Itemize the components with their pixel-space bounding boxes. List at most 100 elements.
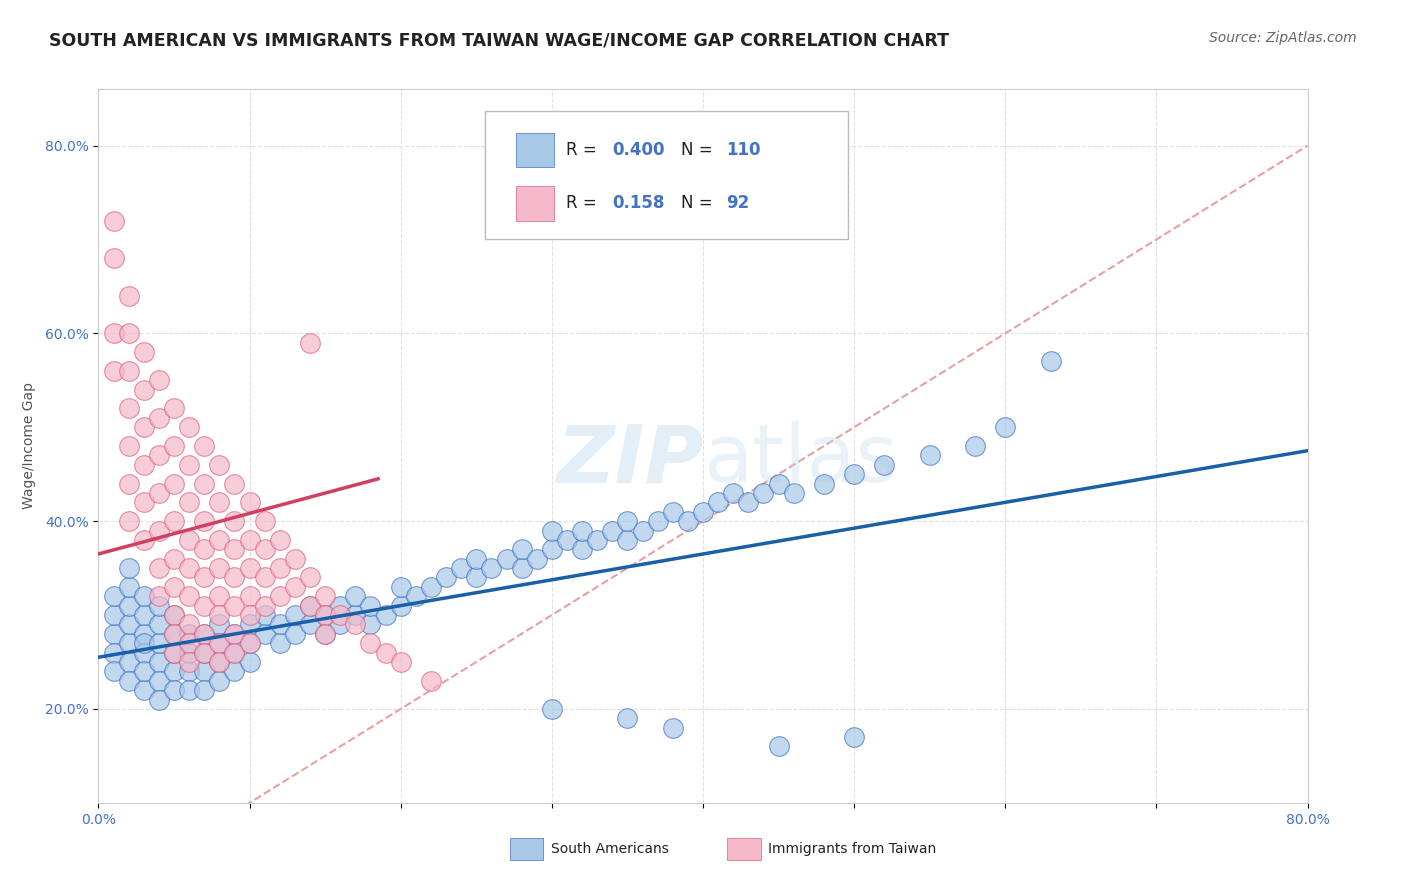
Point: [163, 607, 186, 622]
Point: [253, 570, 276, 584]
Point: [148, 655, 170, 669]
Point: [208, 636, 231, 650]
Point: [118, 617, 141, 632]
FancyBboxPatch shape: [485, 111, 848, 239]
Point: [148, 599, 170, 613]
Point: [314, 589, 336, 603]
Point: [118, 599, 141, 613]
Point: [676, 514, 699, 528]
Point: [314, 627, 336, 641]
Point: [510, 561, 533, 575]
Point: [314, 627, 336, 641]
Point: [132, 646, 155, 660]
Point: [768, 476, 790, 491]
Point: [269, 617, 291, 632]
Point: [179, 617, 201, 632]
Point: [132, 607, 155, 622]
Point: [314, 607, 336, 622]
Point: [284, 580, 307, 594]
Point: [179, 683, 201, 698]
Point: [420, 673, 443, 688]
Point: [269, 533, 291, 547]
Point: [179, 627, 201, 641]
Point: [239, 589, 262, 603]
Point: [208, 561, 231, 575]
Text: 92: 92: [725, 194, 749, 212]
Point: [132, 589, 155, 603]
Point: [148, 692, 170, 706]
Point: [1039, 354, 1062, 368]
Point: [239, 607, 262, 622]
Point: [118, 364, 141, 378]
Point: [148, 449, 170, 463]
Point: [193, 514, 215, 528]
Point: [103, 251, 125, 265]
Point: [253, 607, 276, 622]
Point: [163, 683, 186, 698]
Point: [132, 383, 155, 397]
Point: [994, 420, 1017, 434]
Point: [526, 551, 548, 566]
Point: [193, 476, 215, 491]
Point: [118, 289, 141, 303]
Text: N =: N =: [682, 141, 718, 159]
Point: [179, 636, 201, 650]
Point: [768, 739, 790, 754]
Text: 110: 110: [725, 141, 761, 159]
Point: [179, 646, 201, 660]
Point: [284, 607, 307, 622]
Point: [193, 599, 215, 613]
Point: [132, 627, 155, 641]
Point: [253, 514, 276, 528]
Point: [253, 627, 276, 641]
Point: [647, 514, 669, 528]
Point: [118, 655, 141, 669]
Point: [224, 599, 246, 613]
Point: [253, 542, 276, 557]
Point: [163, 551, 186, 566]
Point: [148, 486, 170, 500]
Point: [163, 476, 186, 491]
Point: [873, 458, 896, 472]
Point: [616, 711, 638, 725]
Point: [118, 439, 141, 453]
Point: [132, 345, 155, 359]
Point: [510, 542, 533, 557]
Point: [555, 533, 578, 547]
Point: [269, 561, 291, 575]
Point: [163, 665, 186, 679]
Point: [103, 607, 125, 622]
Point: [118, 636, 141, 650]
Point: [224, 627, 246, 641]
Point: [103, 627, 125, 641]
Point: [374, 607, 396, 622]
Point: [224, 646, 246, 660]
Point: [103, 589, 125, 603]
Point: [193, 542, 215, 557]
Point: [239, 495, 262, 509]
Point: [586, 533, 609, 547]
Point: [148, 561, 170, 575]
Point: [208, 655, 231, 669]
Point: [360, 617, 382, 632]
Y-axis label: Wage/Income Gap: Wage/Income Gap: [22, 383, 37, 509]
Point: [314, 607, 336, 622]
Point: [132, 420, 155, 434]
FancyBboxPatch shape: [727, 838, 761, 860]
Point: [239, 636, 262, 650]
Point: [118, 580, 141, 594]
Point: [148, 410, 170, 425]
Point: [374, 646, 396, 660]
Point: [208, 458, 231, 472]
Point: [284, 627, 307, 641]
Point: [783, 486, 806, 500]
Text: Immigrants from Taiwan: Immigrants from Taiwan: [768, 842, 936, 856]
Point: [208, 495, 231, 509]
Point: [329, 599, 352, 613]
Point: [465, 570, 488, 584]
Point: [148, 589, 170, 603]
Point: [299, 335, 322, 350]
Point: [118, 401, 141, 416]
Point: [103, 646, 125, 660]
Point: [208, 589, 231, 603]
